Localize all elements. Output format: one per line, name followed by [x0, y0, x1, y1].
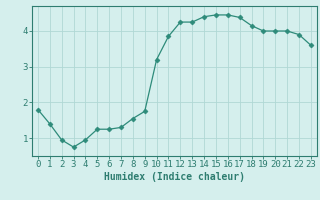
- X-axis label: Humidex (Indice chaleur): Humidex (Indice chaleur): [104, 172, 245, 182]
